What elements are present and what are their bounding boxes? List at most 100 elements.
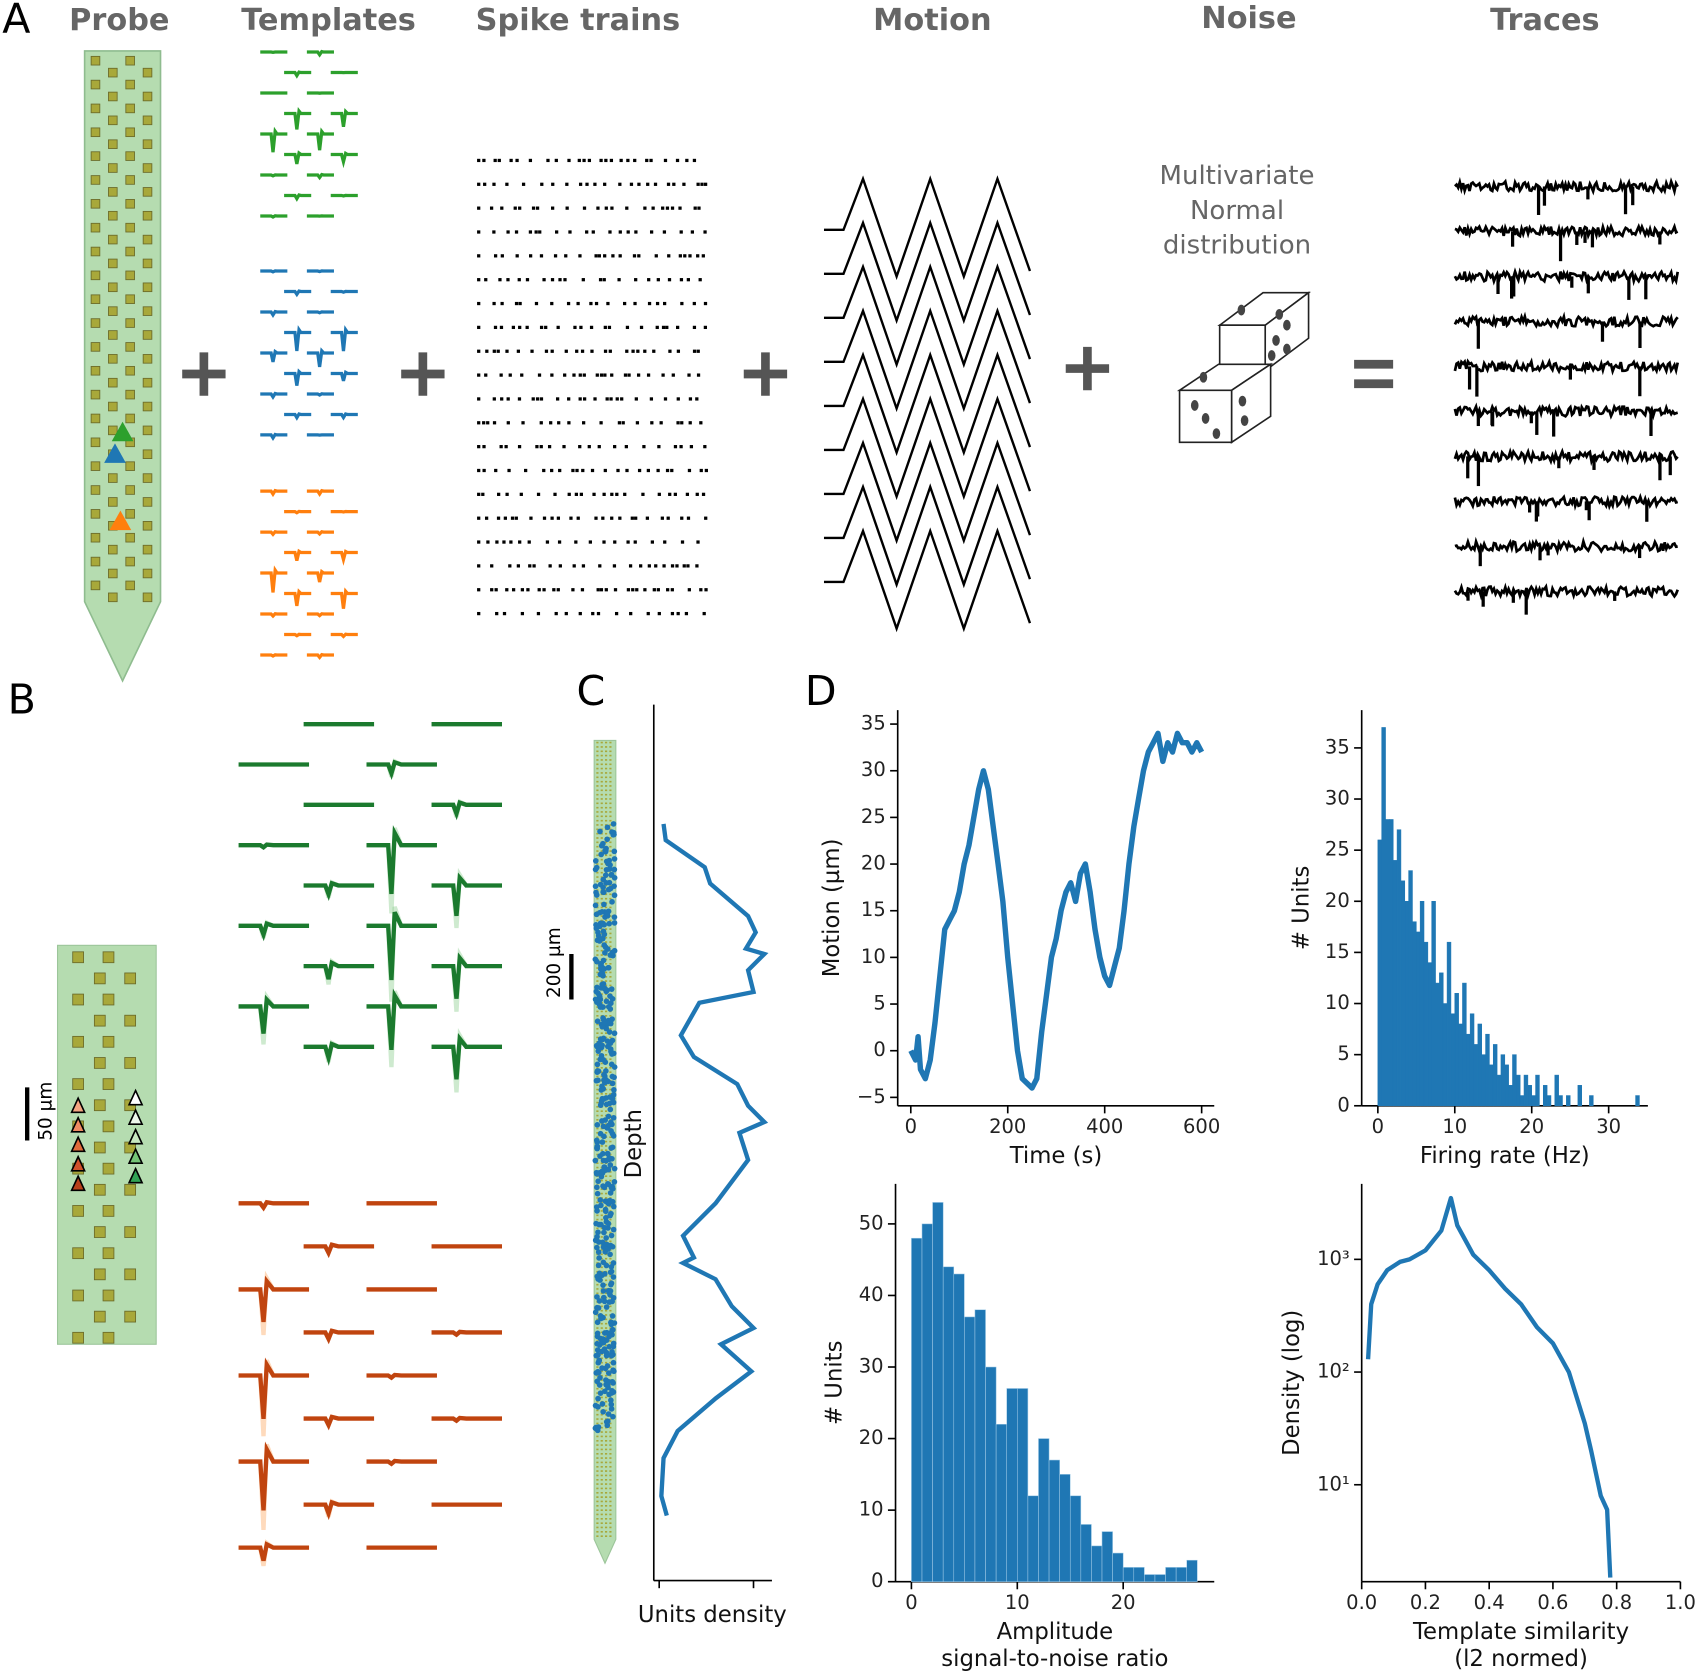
histogram-bar	[1635, 1095, 1640, 1107]
template-waveform	[284, 150, 312, 165]
electrode	[90, 342, 101, 352]
spike-dot	[517, 397, 522, 401]
template-waveform	[431, 799, 503, 821]
spike-dot	[613, 445, 617, 449]
unit-dot	[602, 949, 608, 956]
noise-text: distribution	[1163, 231, 1311, 261]
spike-dot	[477, 254, 481, 258]
unit-dot	[610, 1099, 617, 1106]
spike-dot	[542, 468, 546, 473]
unit-dot	[593, 1352, 600, 1359]
unit-dot	[605, 860, 611, 867]
template-waveform	[431, 1329, 503, 1338]
panel-letter: D	[805, 667, 837, 715]
unit-dot	[593, 1220, 599, 1227]
histogram-bar	[1527, 1085, 1532, 1107]
electrode	[102, 1247, 115, 1260]
spike-dot	[544, 349, 549, 353]
unit-dot	[596, 992, 603, 999]
electrode	[90, 294, 101, 304]
electrode	[125, 294, 135, 304]
electrode	[125, 103, 135, 114]
electrode	[108, 210, 118, 221]
unit-dot	[611, 831, 617, 838]
spike-dot	[493, 325, 498, 330]
spike-dot	[679, 445, 683, 449]
template-waveform	[306, 172, 334, 181]
unit-dot	[608, 1401, 615, 1408]
template-waveform	[431, 1415, 503, 1424]
unit-dot	[605, 1220, 612, 1227]
electrode	[125, 246, 135, 257]
electrode	[125, 127, 135, 138]
spike-dot	[492, 182, 496, 186]
data-line	[908, 730, 1205, 1091]
spike-dot	[562, 445, 566, 449]
unit-dot	[599, 1118, 605, 1124]
spike-dot	[507, 468, 511, 473]
spike-dot	[666, 516, 670, 520]
step-title: Templates	[241, 3, 416, 38]
spike-dot	[577, 158, 581, 163]
step-title: Traces	[1490, 3, 1599, 38]
spike-dot	[585, 182, 589, 186]
electrode	[125, 556, 135, 567]
unit-dot	[597, 1153, 603, 1159]
unit-dot	[601, 1229, 607, 1236]
template-waveform	[431, 947, 503, 1012]
spike-dot	[516, 564, 521, 568]
electrode	[142, 306, 153, 316]
electrode	[102, 1162, 115, 1175]
spike-dot	[564, 349, 568, 353]
electrode	[108, 258, 118, 269]
template-waveform	[330, 193, 358, 198]
unit-dot	[602, 944, 609, 951]
spike-dot	[555, 230, 559, 234]
electrode	[142, 521, 153, 531]
electrode	[108, 354, 118, 364]
electrode	[142, 234, 153, 245]
unit-dot	[601, 1270, 608, 1277]
unit-marker	[70, 1115, 86, 1133]
unit-dot	[592, 996, 599, 1003]
unit-dot	[611, 920, 618, 926]
spike-dot	[618, 230, 622, 234]
spike-dot	[477, 206, 481, 210]
spike-dot	[696, 373, 701, 377]
spike-dot	[614, 611, 619, 616]
spike-dot	[603, 254, 607, 258]
spike-dot	[499, 373, 503, 377]
spike-dot	[599, 158, 603, 163]
spike-dot	[602, 492, 606, 496]
spike-dot	[637, 254, 641, 258]
spike-dot	[477, 564, 481, 568]
electrode	[90, 127, 101, 138]
x-tick-label: 0.2	[1410, 1591, 1441, 1614]
spike-dot	[696, 254, 700, 258]
spike-dot	[492, 421, 497, 425]
unit-dot	[608, 1319, 614, 1326]
spike-dot	[670, 468, 674, 473]
y-tick-label: 30	[859, 1355, 884, 1378]
electrode	[125, 532, 135, 543]
histogram-bar	[1462, 982, 1467, 1107]
spike-dot	[606, 301, 610, 306]
unit-dot	[610, 1389, 617, 1395]
electrode	[125, 461, 135, 471]
spike-dot	[504, 445, 508, 449]
spike-dot	[539, 445, 543, 449]
unit-dot	[600, 1336, 607, 1342]
unit-dot	[611, 1087, 617, 1093]
spike-dot	[652, 349, 656, 353]
spike-dot	[679, 278, 684, 282]
histogram-bar	[1489, 1064, 1494, 1107]
histogram-bar	[1558, 1095, 1563, 1107]
electrode	[90, 365, 101, 376]
electrode	[124, 1268, 137, 1281]
spike-dot	[682, 564, 686, 568]
spike-dot	[687, 468, 692, 473]
spike-dot	[582, 373, 586, 377]
spike-dot	[670, 588, 674, 592]
spike-dot	[642, 445, 646, 449]
spike-dot	[558, 468, 562, 473]
